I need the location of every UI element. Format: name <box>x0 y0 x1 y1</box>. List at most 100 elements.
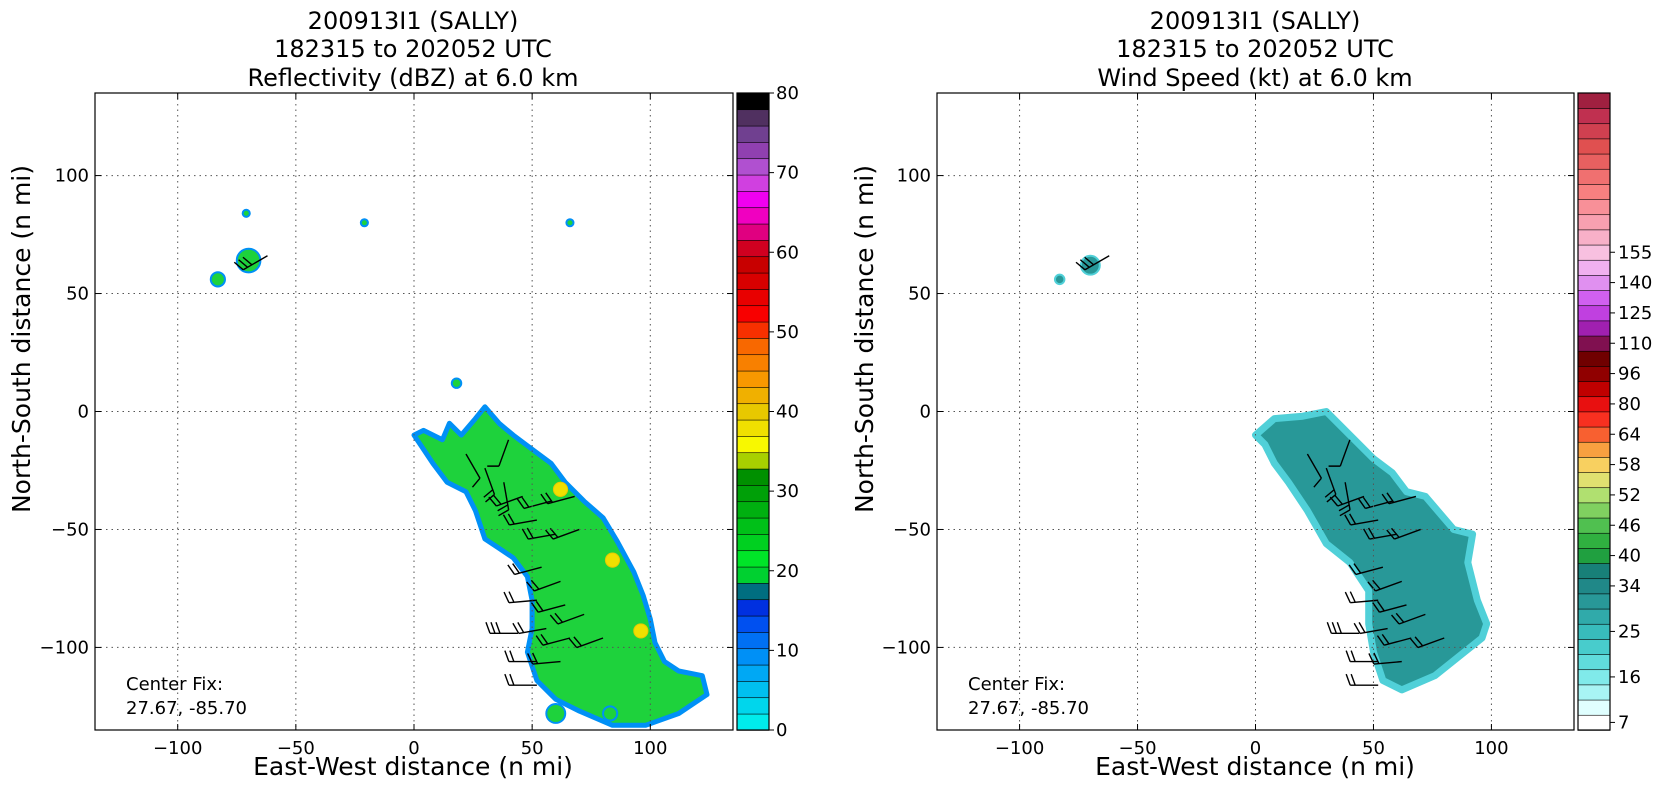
colorbar-bin <box>736 239 770 258</box>
y-tick-label: −100 <box>882 637 931 658</box>
wind-barb <box>1338 482 1351 517</box>
wind-barb <box>1376 633 1412 646</box>
colorbar-tick-label: 7 <box>1618 712 1629 733</box>
wind-barb <box>512 622 547 635</box>
colorbar-bin <box>736 370 770 388</box>
x-tick-label: 50 <box>521 738 544 759</box>
wind-barb <box>549 612 585 625</box>
wind-barb <box>1306 453 1323 488</box>
colorbar-bin <box>736 484 770 503</box>
x-tick-label: 0 <box>1250 738 1261 759</box>
echo-region <box>1252 408 1491 694</box>
colorbar-bin <box>1577 350 1611 367</box>
colorbar-bin <box>736 648 770 666</box>
colorbar-bin <box>736 223 770 241</box>
colorbar-bin <box>736 664 770 682</box>
wind-barb <box>1386 527 1421 540</box>
colorbar-bin <box>736 419 770 437</box>
colorbar-bin <box>1577 547 1611 564</box>
wind-barb <box>507 563 542 576</box>
colorbar-bin <box>1577 623 1611 640</box>
wind-barb <box>1363 527 1398 540</box>
colorbar-tick-label: 125 <box>1618 303 1652 324</box>
colorbar-bin <box>1577 653 1611 671</box>
colorbar-tick-label: 64 <box>1618 424 1641 445</box>
wind-speed-plot-area: −100 −50 0 50 100 100 50 0 −50 −100 <box>882 92 1575 759</box>
echo-cell <box>450 377 463 389</box>
x-tick-label: −100 <box>153 738 202 759</box>
x-tick-label: 50 <box>1362 738 1385 759</box>
chart-title-line-3: Reflectivity (dBZ) at 6.0 km <box>248 64 579 92</box>
echo-cell <box>1053 273 1066 286</box>
colorbar-bin <box>1577 214 1611 231</box>
colorbar-bin <box>1577 259 1611 276</box>
colorbar-bin <box>1577 471 1611 489</box>
colorbar-bin <box>1577 714 1611 731</box>
high-reflectivity-cell <box>633 623 649 639</box>
wind-barb <box>503 591 537 604</box>
colorbar-tick-label: 46 <box>1618 515 1641 536</box>
colorbar-bin <box>736 354 770 372</box>
colorbar-bin <box>1577 593 1611 610</box>
y-tick-label: 50 <box>908 284 931 305</box>
colorbar-bin <box>1577 168 1611 185</box>
colorbar-bin <box>736 533 770 552</box>
colorbar-tick-label: 58 <box>1618 455 1641 476</box>
wind-barb <box>1328 439 1351 467</box>
colorbar-tick-label: 52 <box>1618 485 1641 506</box>
x-tick-label: 0 <box>408 738 419 759</box>
x-tick-label: −50 <box>277 738 315 759</box>
colorbar-tick-label: 34 <box>1618 576 1641 597</box>
plot-content <box>209 208 710 728</box>
wind-speed-panel: 200913I1 (SALLY) 182315 to 202052 UTC Wi… <box>850 7 1652 781</box>
reflectivity-panel: 200913I1 (SALLY) 182315 to 202052 UTC Re… <box>7 7 799 781</box>
colorbar-tick-label: 30 <box>776 481 799 502</box>
colorbar-tick-label: 40 <box>1618 546 1641 567</box>
colorbar-bin <box>736 256 770 274</box>
wind-barb <box>504 673 537 686</box>
colorbar-bin <box>1577 532 1611 549</box>
x-axis-label: East-West distance (n mi) <box>253 752 573 781</box>
colorbar-bin <box>736 697 770 715</box>
colorbar-bin <box>736 501 770 519</box>
colorbar-bin <box>1577 365 1611 382</box>
chart-title-line-2: 182315 to 202052 UTC <box>1116 35 1394 63</box>
colorbar-bin <box>1577 380 1611 398</box>
y-tick-label: −50 <box>893 519 931 540</box>
y-tick-label: 0 <box>78 402 89 423</box>
echo-cell <box>209 271 226 288</box>
wind-barb <box>1344 591 1379 604</box>
wind-barb <box>1344 513 1379 526</box>
colorbar-bin <box>1577 638 1611 655</box>
colorbar-tick-label: 40 <box>776 402 799 423</box>
colorbar-bin <box>1577 244 1611 261</box>
colorbar-bin <box>1577 411 1611 428</box>
colorbar-bin <box>1577 456 1611 473</box>
colorbar-bin <box>1577 502 1611 519</box>
wind-barb <box>530 600 566 613</box>
colorbar-bin <box>1577 562 1611 580</box>
colorbar-bin <box>736 713 770 731</box>
colorbar-bin <box>1577 669 1611 686</box>
wind-barb <box>521 527 556 540</box>
echo-cell <box>241 208 251 218</box>
high-reflectivity-cell <box>604 552 621 568</box>
colorbar-bin <box>736 452 770 470</box>
colorbar-bin <box>1577 517 1611 534</box>
colorbar-bin <box>736 174 770 192</box>
colorbar-tick-label: 50 <box>776 322 799 343</box>
echo-cell <box>1079 254 1101 276</box>
colorbar-tick-label: 0 <box>776 720 787 741</box>
colorbar-bin <box>1577 138 1611 155</box>
x-axis-label: East-West distance (n mi) <box>1095 752 1415 781</box>
echo-cell <box>602 705 619 722</box>
colorbar-bin <box>1577 92 1611 109</box>
colorbar-bin <box>736 615 770 633</box>
colorbar-tick-label: 16 <box>1618 667 1641 688</box>
center-fix-label: Center Fix: <box>126 674 223 695</box>
colorbar-bin <box>1577 699 1611 716</box>
colorbar-bin <box>736 517 770 535</box>
wind-barb <box>540 492 575 505</box>
wind-barb <box>487 439 510 467</box>
